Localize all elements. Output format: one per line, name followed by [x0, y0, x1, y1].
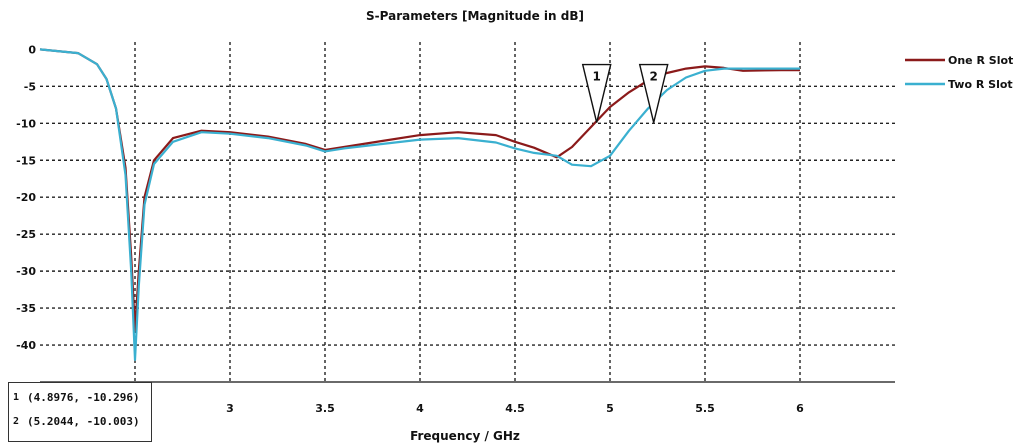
chart-title: S-Parameters [Magnitude in dB] [366, 9, 584, 23]
x-tick-label-6: 5.5 [695, 402, 715, 415]
marker-label-1: 1 [593, 70, 601, 84]
x-axis-label: Frequency / GHz [410, 429, 520, 443]
x-axis-ticks: 2.533.544.555.56 [125, 402, 804, 415]
readout-value-1: (4.8976, -10.296) [27, 390, 140, 404]
marker-readout-box: 1 (4.8976, -10.296) 2 (5.2044, -10.003) [8, 382, 152, 442]
grid-lines [40, 42, 895, 382]
x-tick-label-7: 6 [796, 402, 804, 415]
marker-label-2: 2 [650, 70, 658, 84]
y-tick-label-7: -35 [16, 302, 36, 315]
readout-value-2: (5.2044, -10.003) [27, 414, 140, 428]
marker-triangle-2[interactable] [638, 63, 669, 123]
x-tick-label-1: 3 [226, 402, 234, 415]
y-tick-label-0: 0 [28, 43, 36, 56]
readout-row-2: 2 (5.2044, -10.003) [13, 409, 147, 433]
y-tick-label-4: -20 [16, 191, 36, 204]
legend-label-2: Two R Slot [948, 78, 1013, 91]
y-tick-label-8: -40 [16, 339, 36, 352]
readout-row-1: 1 (4.8976, -10.296) [13, 385, 147, 409]
y-axis-ticks: 0 -5 -10 -15 -20 -25 -30 -35 -40 [16, 43, 36, 352]
readout-index-1: 1 [13, 391, 20, 403]
series-lines [39, 48, 800, 361]
x-tick-label-3: 4 [416, 402, 424, 415]
y-tick-label-1: -5 [24, 80, 36, 93]
legend: One R Slot Two R Slot [905, 54, 1013, 91]
series-line-2 [39, 48, 800, 361]
y-tick-label-6: -30 [16, 265, 36, 278]
x-tick-label-4: 4.5 [505, 402, 525, 415]
y-tick-label-3: -15 [16, 154, 36, 167]
x-tick-label-5: 5 [606, 402, 614, 415]
marker-2[interactable]: 2 [638, 63, 669, 123]
marker-triangle-1[interactable] [581, 63, 612, 123]
y-tick-label-5: -25 [16, 228, 36, 241]
y-tick-label-2: -10 [16, 117, 36, 130]
readout-index-2: 2 [13, 415, 20, 427]
marker-1[interactable]: 1 [581, 63, 612, 123]
x-tick-label-2: 3.5 [315, 402, 335, 415]
legend-label-1: One R Slot [948, 54, 1013, 67]
